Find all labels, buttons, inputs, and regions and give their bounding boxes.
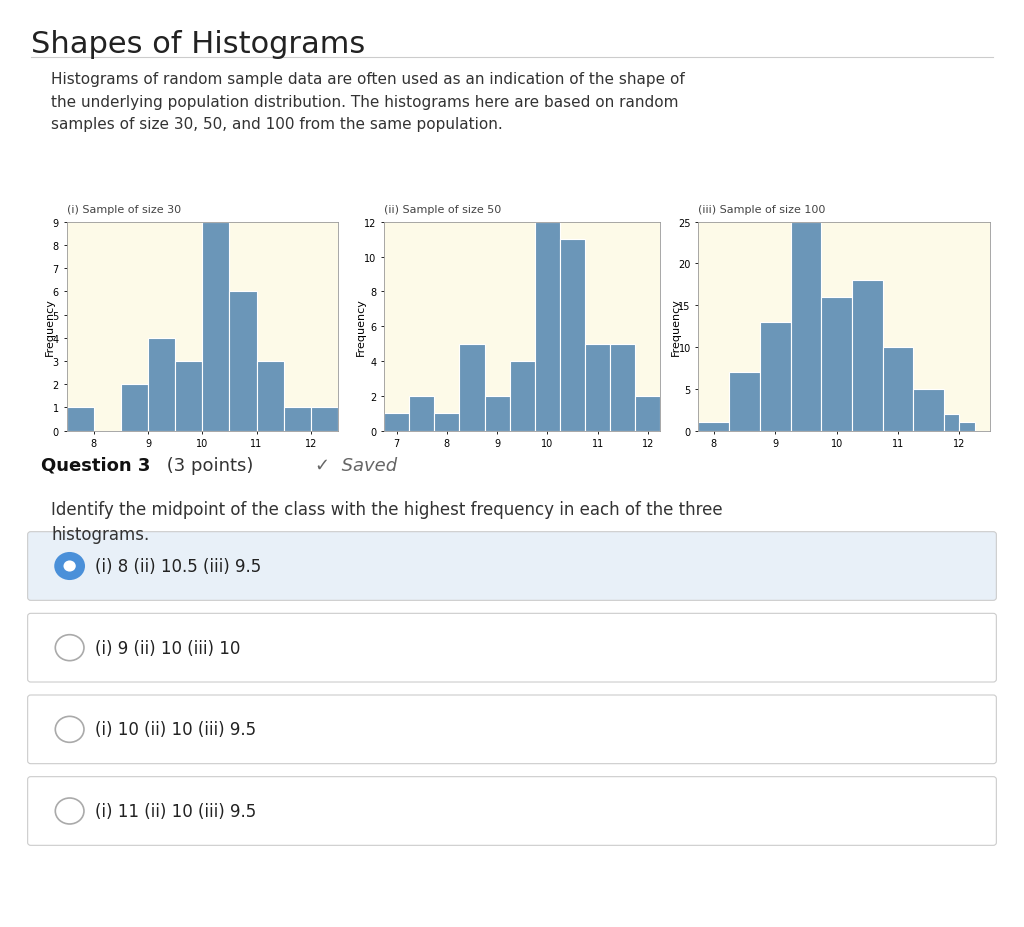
Bar <box>148 338 175 431</box>
Bar <box>791 222 821 431</box>
Text: ✓  Saved: ✓ Saved <box>315 456 397 474</box>
Y-axis label: Frequency: Frequency <box>45 298 55 356</box>
Bar <box>67 408 94 431</box>
Bar <box>434 413 460 431</box>
Bar <box>384 413 410 431</box>
Text: (ii) Sample of size 50: (ii) Sample of size 50 <box>384 205 502 215</box>
Bar <box>175 362 203 431</box>
Y-axis label: Frequency: Frequency <box>356 298 367 356</box>
Y-axis label: Frequency: Frequency <box>671 298 681 356</box>
Bar <box>284 408 311 431</box>
Bar <box>610 344 635 431</box>
Text: (i) 11 (ii) 10 (iii) 9.5: (i) 11 (ii) 10 (iii) 9.5 <box>95 802 256 820</box>
Bar <box>635 396 660 431</box>
Bar <box>760 323 791 431</box>
Text: (i) 9 (ii) 10 (iii) 10: (i) 9 (ii) 10 (iii) 10 <box>95 639 241 657</box>
Bar <box>560 240 585 431</box>
Bar <box>410 396 434 431</box>
Bar <box>203 222 229 431</box>
Bar <box>484 396 510 431</box>
Bar <box>510 362 535 431</box>
Bar <box>883 348 913 431</box>
Bar <box>311 408 338 431</box>
Bar <box>959 423 975 431</box>
Text: Identify the midpoint of the class with the highest frequency in each of the thr: Identify the midpoint of the class with … <box>51 501 723 543</box>
Bar <box>535 222 560 431</box>
Text: Question 3: Question 3 <box>41 456 151 474</box>
Text: (i) Sample of size 30: (i) Sample of size 30 <box>67 205 180 215</box>
Bar <box>821 298 852 431</box>
Bar <box>460 344 484 431</box>
Text: (i) 8 (ii) 10.5 (iii) 9.5: (i) 8 (ii) 10.5 (iii) 9.5 <box>95 557 261 576</box>
Bar <box>121 385 148 431</box>
Text: (3 points): (3 points) <box>161 456 270 474</box>
Bar <box>944 414 959 431</box>
Text: (iii) Sample of size 100: (iii) Sample of size 100 <box>698 205 825 215</box>
Text: (i) 10 (ii) 10 (iii) 9.5: (i) 10 (ii) 10 (iii) 9.5 <box>95 720 256 739</box>
Bar <box>852 281 883 431</box>
Bar <box>257 362 284 431</box>
Text: Histograms of random sample data are often used as an indication of the shape of: Histograms of random sample data are oft… <box>51 72 685 132</box>
Bar <box>729 373 760 431</box>
Bar <box>585 344 610 431</box>
Text: Shapes of Histograms: Shapes of Histograms <box>31 30 365 58</box>
Bar <box>229 292 257 431</box>
Bar <box>913 389 944 431</box>
Bar <box>698 423 729 431</box>
